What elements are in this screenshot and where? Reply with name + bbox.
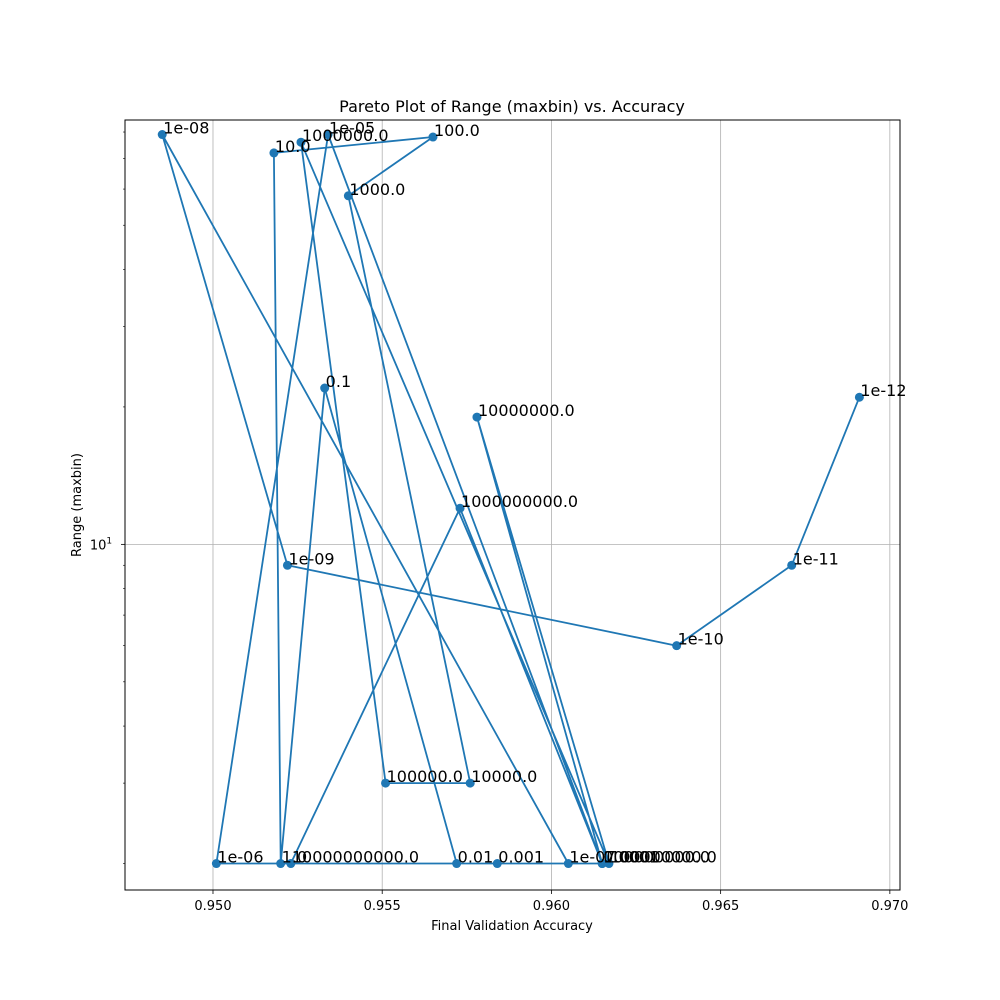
data-point-label: 1e-11 xyxy=(793,549,839,568)
x-tick-label: 0.960 xyxy=(533,899,570,914)
series-line-and-points xyxy=(157,130,864,869)
data-point xyxy=(323,130,333,140)
data-point-label: 0.0001 xyxy=(603,848,659,867)
x-axis-ticks: 0.950 0.955 0.960 0.965 0.970 xyxy=(194,890,908,914)
data-point-label: 1000.0 xyxy=(349,180,405,199)
data-point-label: 1e-12 xyxy=(860,381,906,400)
y-axis-ticks: 101 xyxy=(90,131,125,864)
data-point xyxy=(276,859,286,869)
data-point xyxy=(452,859,462,869)
data-point xyxy=(269,148,279,158)
data-point-label: 1e-05 xyxy=(329,119,375,138)
data-point-label: 100000000.0 xyxy=(610,848,717,867)
data-point-label: 100.0 xyxy=(434,121,480,140)
data-point-label: 10000000.0 xyxy=(478,401,575,420)
data-point-label: 100000.0 xyxy=(387,767,463,786)
data-point xyxy=(492,859,502,869)
data-point xyxy=(320,383,330,393)
data-point xyxy=(296,137,306,147)
data-point xyxy=(465,778,475,788)
data-point-label: 1e-10 xyxy=(678,630,724,649)
data-point-label: 1e-08 xyxy=(163,119,209,138)
data-point xyxy=(455,503,465,513)
data-point-label: 100000000.0 xyxy=(603,848,710,867)
data-point-label: 1e-07 xyxy=(569,848,615,867)
data-point xyxy=(854,392,864,402)
data-point-label: 0.001 xyxy=(498,848,544,867)
data-point xyxy=(787,560,797,570)
chart-title: Pareto Plot of Range (maxbin) vs. Accura… xyxy=(339,97,685,116)
data-point-label: 10.0 xyxy=(275,137,311,156)
x-axis-label: Final Validation Accuracy xyxy=(431,919,593,934)
data-point xyxy=(343,191,353,201)
data-point-label: 1.0 xyxy=(282,848,307,867)
data-point xyxy=(604,859,614,869)
data-point xyxy=(381,778,391,788)
series-line xyxy=(161,133,861,865)
data-point xyxy=(597,859,607,869)
data-point-label: 1000000000.0 xyxy=(461,492,578,511)
data-point xyxy=(157,130,167,140)
x-tick-label: 0.970 xyxy=(871,899,908,914)
data-point xyxy=(282,560,292,570)
data-point-label: 0.1 xyxy=(326,372,351,391)
data-point xyxy=(428,132,438,142)
data-point xyxy=(286,859,296,869)
y-tick-label: 101 xyxy=(90,536,112,553)
x-tick-label: 0.950 xyxy=(194,899,231,914)
data-point xyxy=(211,859,221,869)
data-point xyxy=(563,859,573,869)
data-point-label: 1e-06 xyxy=(217,848,263,867)
data-point-label: 0.01 xyxy=(458,848,494,867)
plot-frame xyxy=(124,119,901,891)
data-point-label: 10000.0 xyxy=(471,767,537,786)
data-point-label: 1e-09 xyxy=(288,549,334,568)
x-tick-label: 0.965 xyxy=(702,899,739,914)
data-point xyxy=(672,641,682,651)
point-labels: 1e-12 1e-11 1e-10 1e-09 1e-08 1e-07 1e-06 1e-05… xyxy=(163,119,906,867)
data-point-label: 1000000.0 xyxy=(302,126,389,145)
data-point xyxy=(472,412,482,422)
y-axis-label: Range (maxbin) xyxy=(70,453,85,557)
data-point-label: 10000000000.0 xyxy=(292,848,419,867)
x-tick-label: 0.955 xyxy=(364,899,401,914)
